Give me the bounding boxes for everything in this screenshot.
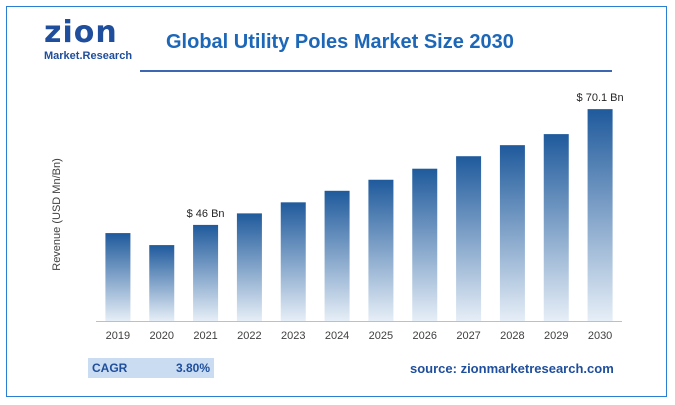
- bar-2023: [280, 202, 306, 321]
- x-tick-label-2025: 2025: [369, 330, 393, 342]
- x-tick-label-2023: 2023: [281, 330, 305, 342]
- x-tick-label-2024: 2024: [325, 330, 349, 342]
- x-tick-label-2026: 2026: [413, 330, 437, 342]
- bar-2025: [368, 179, 394, 321]
- chart-title: Global Utility Poles Market Size 2030: [166, 31, 514, 53]
- bar-2024: [324, 190, 350, 321]
- company-logo: zion Market.Research: [40, 16, 140, 66]
- x-tick-label-2029: 2029: [544, 330, 568, 342]
- bars-group: [105, 109, 613, 321]
- x-tick-labels: 2019 2020 2021 2022 2023 2024 2025 2026 2027 2028…: [106, 330, 613, 342]
- y-axis-label: Revenue (USD Mn/Bn): [51, 158, 63, 271]
- cagr-box: CAGR 3.80%: [88, 358, 214, 378]
- logo-subtitle: Market.Research: [44, 50, 133, 62]
- x-tick-label-2020: 2020: [150, 330, 174, 342]
- x-tick-label-2028: 2028: [500, 330, 524, 342]
- bar-2028: [499, 145, 525, 321]
- logo-wordmark: zion: [44, 15, 118, 50]
- data-label-2030: $ 70.1 Bn: [577, 92, 624, 104]
- bar-2027: [456, 156, 482, 321]
- x-tick-label-2021: 2021: [193, 330, 217, 342]
- bar-2030: [587, 109, 613, 321]
- x-tick-label-2022: 2022: [237, 330, 261, 342]
- bar-2026: [412, 168, 438, 321]
- cagr-value: 3.80%: [175, 361, 210, 375]
- source-text: source: zionmarketresearch.com: [410, 361, 614, 376]
- data-annotations: $ 46 Bn $ 70.1 Bn: [187, 92, 624, 220]
- x-tick-label-2019: 2019: [106, 330, 130, 342]
- x-tick-label-2027: 2027: [456, 330, 480, 342]
- x-tick-label-2030: 2030: [588, 330, 612, 342]
- bar-2029: [543, 134, 569, 321]
- bar-2022: [236, 213, 262, 321]
- bar-2020: [149, 245, 175, 321]
- data-label-2021: $ 46 Bn: [187, 208, 225, 220]
- cagr-label: CAGR: [92, 361, 128, 375]
- bar-2021: [193, 224, 219, 321]
- title-divider: [140, 70, 612, 72]
- bar-2019: [105, 233, 131, 321]
